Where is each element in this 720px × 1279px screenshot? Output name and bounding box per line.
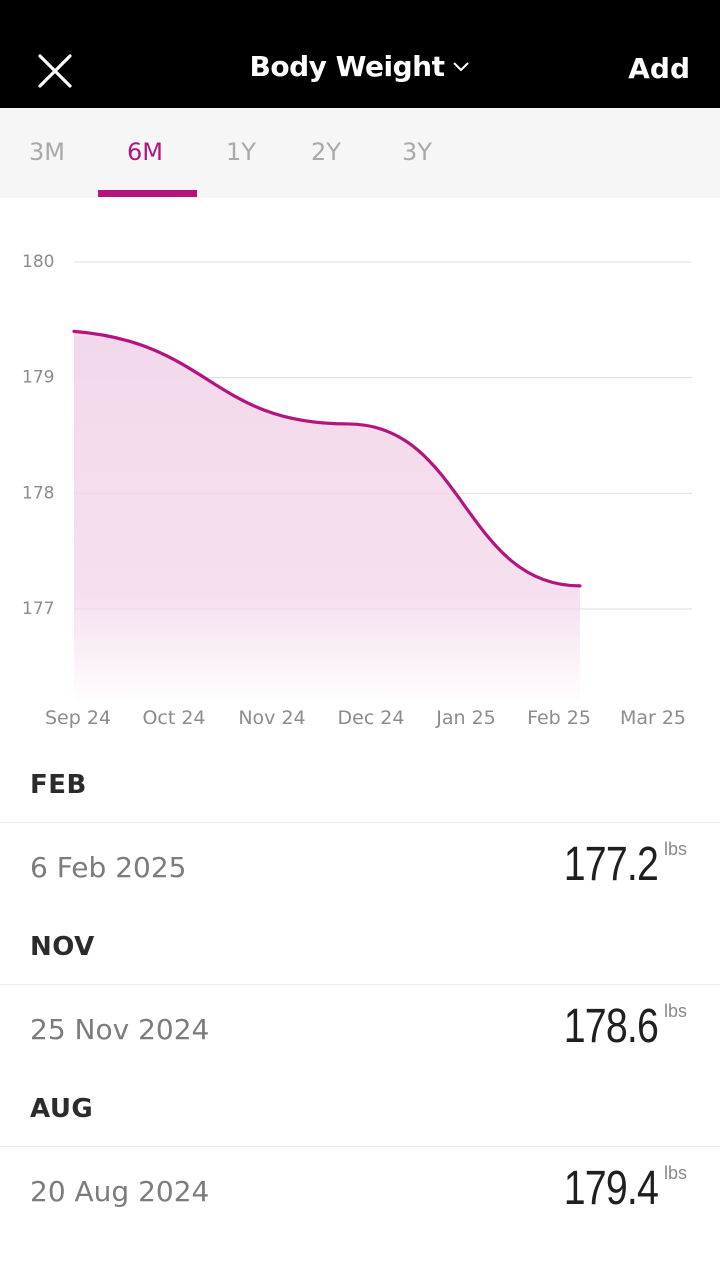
x-tick-label: Dec 24 xyxy=(338,707,405,729)
section-header-feb: FEB xyxy=(30,770,87,800)
y-tick-label: 177 xyxy=(22,599,54,619)
y-tick-label: 178 xyxy=(22,483,54,503)
y-tick-label: 180 xyxy=(22,252,54,272)
add-button[interactable]: Add xyxy=(628,52,690,85)
entry-row[interactable]: 6 Feb 2025 177.2 lbs xyxy=(0,823,720,923)
entry-date: 20 Aug 2024 xyxy=(30,1175,210,1208)
tab-3y[interactable]: 3Y xyxy=(402,138,432,166)
entry-value: 178.6 xyxy=(563,1000,659,1053)
y-tick-label: 179 xyxy=(22,368,54,388)
close-button[interactable] xyxy=(30,46,80,96)
x-tick-label: Jan 25 xyxy=(435,707,496,729)
divider xyxy=(0,1146,720,1147)
range-tabs: 3M 6M 1Y 2Y 3Y xyxy=(0,108,720,198)
active-tab-indicator xyxy=(98,190,197,197)
metric-selector[interactable]: Body Weight xyxy=(0,50,720,83)
top-bar: Body Weight Add xyxy=(0,0,720,108)
tab-2y[interactable]: 2Y xyxy=(311,138,341,166)
divider xyxy=(0,822,720,823)
x-tick-label: Sep 24 xyxy=(45,707,111,729)
entry-value: 177.2 xyxy=(563,838,659,891)
entry-unit: lbs xyxy=(663,1163,687,1183)
entry-unit: lbs xyxy=(663,1001,687,1021)
x-tick-label: Oct 24 xyxy=(142,707,205,729)
entry-value: 179.4 xyxy=(563,1162,659,1215)
x-tick-label: Mar 25 xyxy=(620,707,686,729)
close-icon xyxy=(38,54,72,88)
section-header-aug: AUG xyxy=(30,1094,94,1124)
x-tick-label: Nov 24 xyxy=(238,707,305,729)
entry-unit: lbs xyxy=(663,839,687,859)
entry-date: 6 Feb 2025 xyxy=(30,851,187,884)
weight-line xyxy=(72,329,582,588)
chevron-down-icon xyxy=(453,61,470,71)
entry-row[interactable]: 25 Nov 2024 178.6 lbs xyxy=(0,985,720,1085)
page-title: Body Weight xyxy=(249,50,445,83)
tab-6m[interactable]: 6M xyxy=(127,138,163,166)
section-header-nov: NOV xyxy=(30,932,95,962)
weight-chart: 180 179 178 177 Sep 24 Oct 24 Nov 24 Dec 24 Jan … xyxy=(0,198,720,740)
divider xyxy=(0,984,720,985)
entry-date: 25 Nov 2024 xyxy=(30,1013,210,1046)
tab-3m[interactable]: 3M xyxy=(29,138,65,166)
tab-1y[interactable]: 1Y xyxy=(226,138,256,166)
x-tick-label: Feb 25 xyxy=(527,707,591,729)
weight-area-fill xyxy=(74,331,580,700)
weight-chart-svg: 180 179 178 177 Sep 24 Oct 24 Nov 24 Dec 24 Jan … xyxy=(22,252,692,729)
entry-row[interactable]: 20 Aug 2024 179.4 lbs xyxy=(0,1147,720,1247)
